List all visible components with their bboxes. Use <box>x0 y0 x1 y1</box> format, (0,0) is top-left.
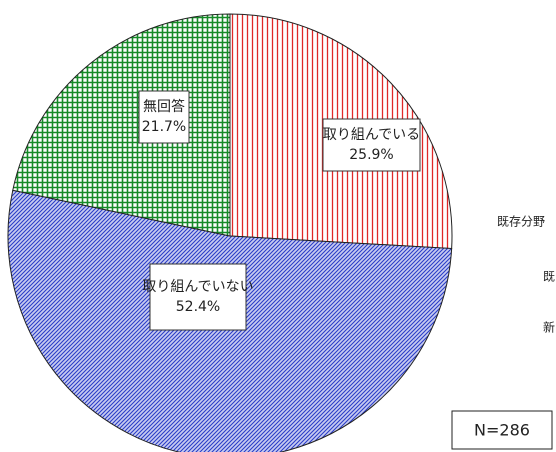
value-label: 52.4% <box>176 299 220 315</box>
n-label: N=286 <box>474 421 530 440</box>
value-label: 21.7% <box>142 119 186 135</box>
slice-label: 取り組んでいない <box>142 279 253 295</box>
side-text: 既 <box>543 270 555 284</box>
label-box <box>322 118 421 172</box>
n-box <box>451 410 553 450</box>
slice-label: 無回答 <box>143 98 185 115</box>
side-text: 新 <box>543 320 555 335</box>
value-label: 25.9% <box>349 147 393 163</box>
side-text: 既存分野 <box>497 215 545 229</box>
label-box <box>138 90 190 144</box>
pie-slice <box>12 13 231 237</box>
slice-label: 取り組んでいる <box>323 127 420 143</box>
label-box <box>149 263 247 331</box>
